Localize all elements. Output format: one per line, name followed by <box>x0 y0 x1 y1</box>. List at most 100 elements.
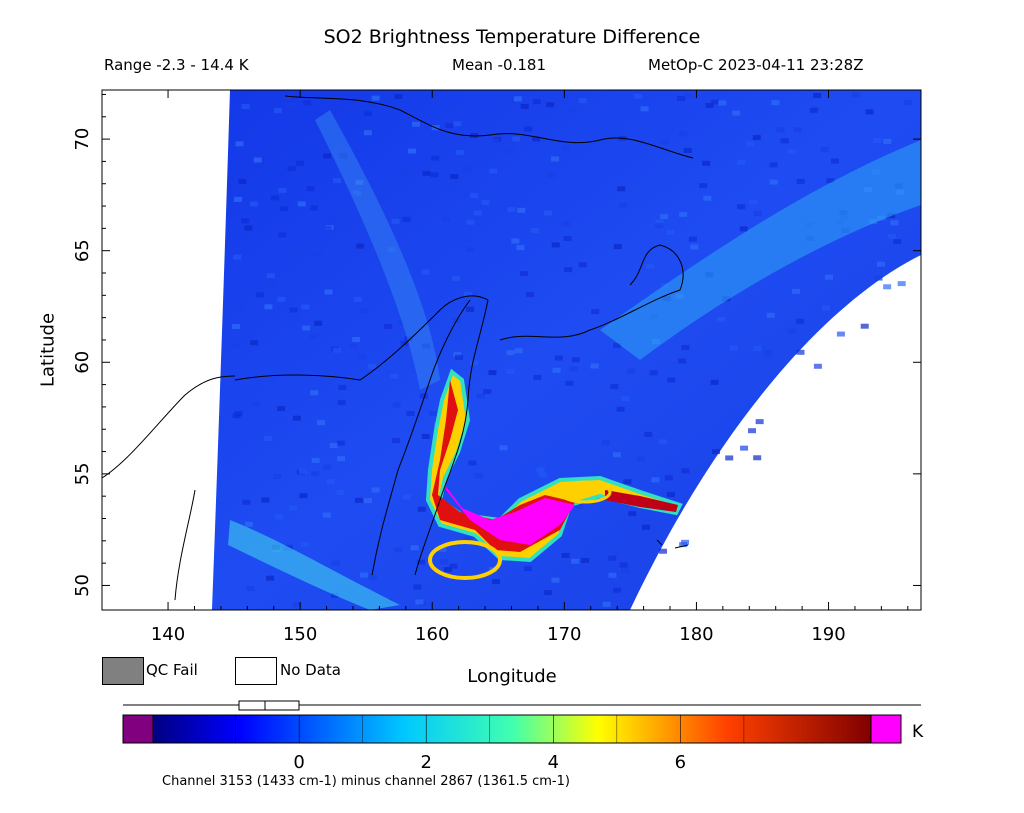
colorbar-tick-label: 2 <box>420 752 431 773</box>
swath-pixel <box>591 309 600 315</box>
swath-pixel <box>404 336 413 342</box>
swath-pixel <box>865 109 874 115</box>
satellite-timestamp: MetOp-C 2023-04-11 23:28Z <box>648 56 864 74</box>
swath-pixel <box>465 246 474 252</box>
swath-pixel <box>468 460 477 466</box>
swath-pixel <box>530 227 539 233</box>
swath-pixel <box>569 366 578 372</box>
swath-pixel <box>825 274 834 280</box>
swath-pixel <box>711 99 720 105</box>
swath-pixel <box>536 467 545 473</box>
swath-pixel <box>526 291 535 297</box>
swath-pixel <box>282 94 291 100</box>
swath-pixel <box>336 440 345 446</box>
cyan-band-northeast <box>600 140 921 360</box>
swath-pixel <box>749 199 758 205</box>
swath-pixel <box>836 331 845 337</box>
swath-pixel <box>323 225 332 231</box>
swath-pixel <box>455 150 464 156</box>
swath-pixel <box>739 226 748 232</box>
channel-footnote: Channel 3153 (1433 cm-1) minus channel 2… <box>162 774 570 789</box>
swath-pixel <box>255 292 264 298</box>
swath-pixel <box>411 121 420 127</box>
swath-pixel <box>466 306 475 312</box>
swath-pixel <box>568 107 577 113</box>
swath-pixel <box>809 108 818 114</box>
swath-pixel <box>324 289 333 295</box>
swath-pixel <box>277 296 286 302</box>
swath-pixel <box>246 586 255 592</box>
swath-pixel <box>748 428 757 434</box>
qc-fail-swatch <box>102 657 144 685</box>
swath-pixel <box>402 494 411 500</box>
swath-pixel <box>608 555 617 561</box>
swath-pixel <box>391 438 400 444</box>
colorbar-under-box <box>122 714 154 744</box>
swath-pixel <box>513 96 522 102</box>
coastlines <box>102 95 694 601</box>
swath-pixel <box>473 210 482 216</box>
swath-pixel <box>776 127 785 133</box>
swath-pixel <box>903 100 912 106</box>
swath-pixel <box>780 138 789 144</box>
swath-pixel <box>488 370 497 376</box>
swath-pixel <box>355 497 364 503</box>
swath-pixel <box>499 445 508 451</box>
y-tick-label: 50 <box>72 574 93 597</box>
swath-pixel <box>410 545 419 551</box>
swath-pixel <box>683 147 692 153</box>
swath-pixel <box>332 178 341 184</box>
swath-pixel <box>422 170 431 176</box>
swath-pixel <box>422 343 431 349</box>
swath-pixel <box>740 445 749 451</box>
swath-pixel <box>703 195 712 201</box>
swath-pixel <box>470 192 479 198</box>
swath-pixel <box>278 232 287 238</box>
swath-pixel <box>419 393 428 399</box>
range-text: Range -2.3 - 14.4 K <box>104 56 249 74</box>
swath-pixel <box>506 350 515 356</box>
swath-pixel <box>616 406 625 412</box>
x-tick-label: 150 <box>283 624 317 645</box>
swath-pixel <box>623 479 632 485</box>
swath-pixel <box>646 263 655 269</box>
swath-pixel <box>543 590 552 596</box>
swath-pixel <box>309 333 318 339</box>
cyan-band-south <box>228 520 400 610</box>
swath-pixel <box>267 282 276 288</box>
swath-pixel <box>371 95 380 101</box>
swath-pixel <box>273 473 282 479</box>
swath-pixel <box>483 389 492 395</box>
swath-pixel <box>310 205 319 211</box>
swath-pixel <box>681 468 690 474</box>
swath-pixel <box>311 457 320 463</box>
swath-pixel <box>746 141 755 147</box>
swath-pixel <box>613 342 622 348</box>
swath-pixel <box>394 93 403 99</box>
swath-pixel <box>400 340 409 346</box>
swath-pixel <box>897 281 906 287</box>
swath-pixel <box>655 219 664 225</box>
swath-pixel <box>449 106 458 112</box>
swath-pixel <box>450 174 459 180</box>
swath-pixel <box>621 395 630 401</box>
swath-pixel <box>323 464 332 470</box>
swath-pixel <box>289 307 298 313</box>
swath-pixel <box>552 367 561 373</box>
swath-pixel <box>313 251 322 257</box>
swath-pixel <box>358 354 367 360</box>
swath-pixel <box>753 345 762 351</box>
swath-pixel <box>873 138 882 144</box>
swath-pixel <box>874 275 883 281</box>
swath-pixel <box>860 323 869 329</box>
swath-pixel <box>241 104 250 110</box>
swath-pixel <box>581 557 590 563</box>
swath-pixel <box>755 419 764 425</box>
swath-pixel <box>314 320 323 326</box>
axis-ticks <box>102 90 921 610</box>
swath-pixel <box>430 172 439 178</box>
swath-pixel <box>363 111 372 117</box>
swath-pixel <box>608 572 617 578</box>
swath-pixel <box>297 201 306 207</box>
